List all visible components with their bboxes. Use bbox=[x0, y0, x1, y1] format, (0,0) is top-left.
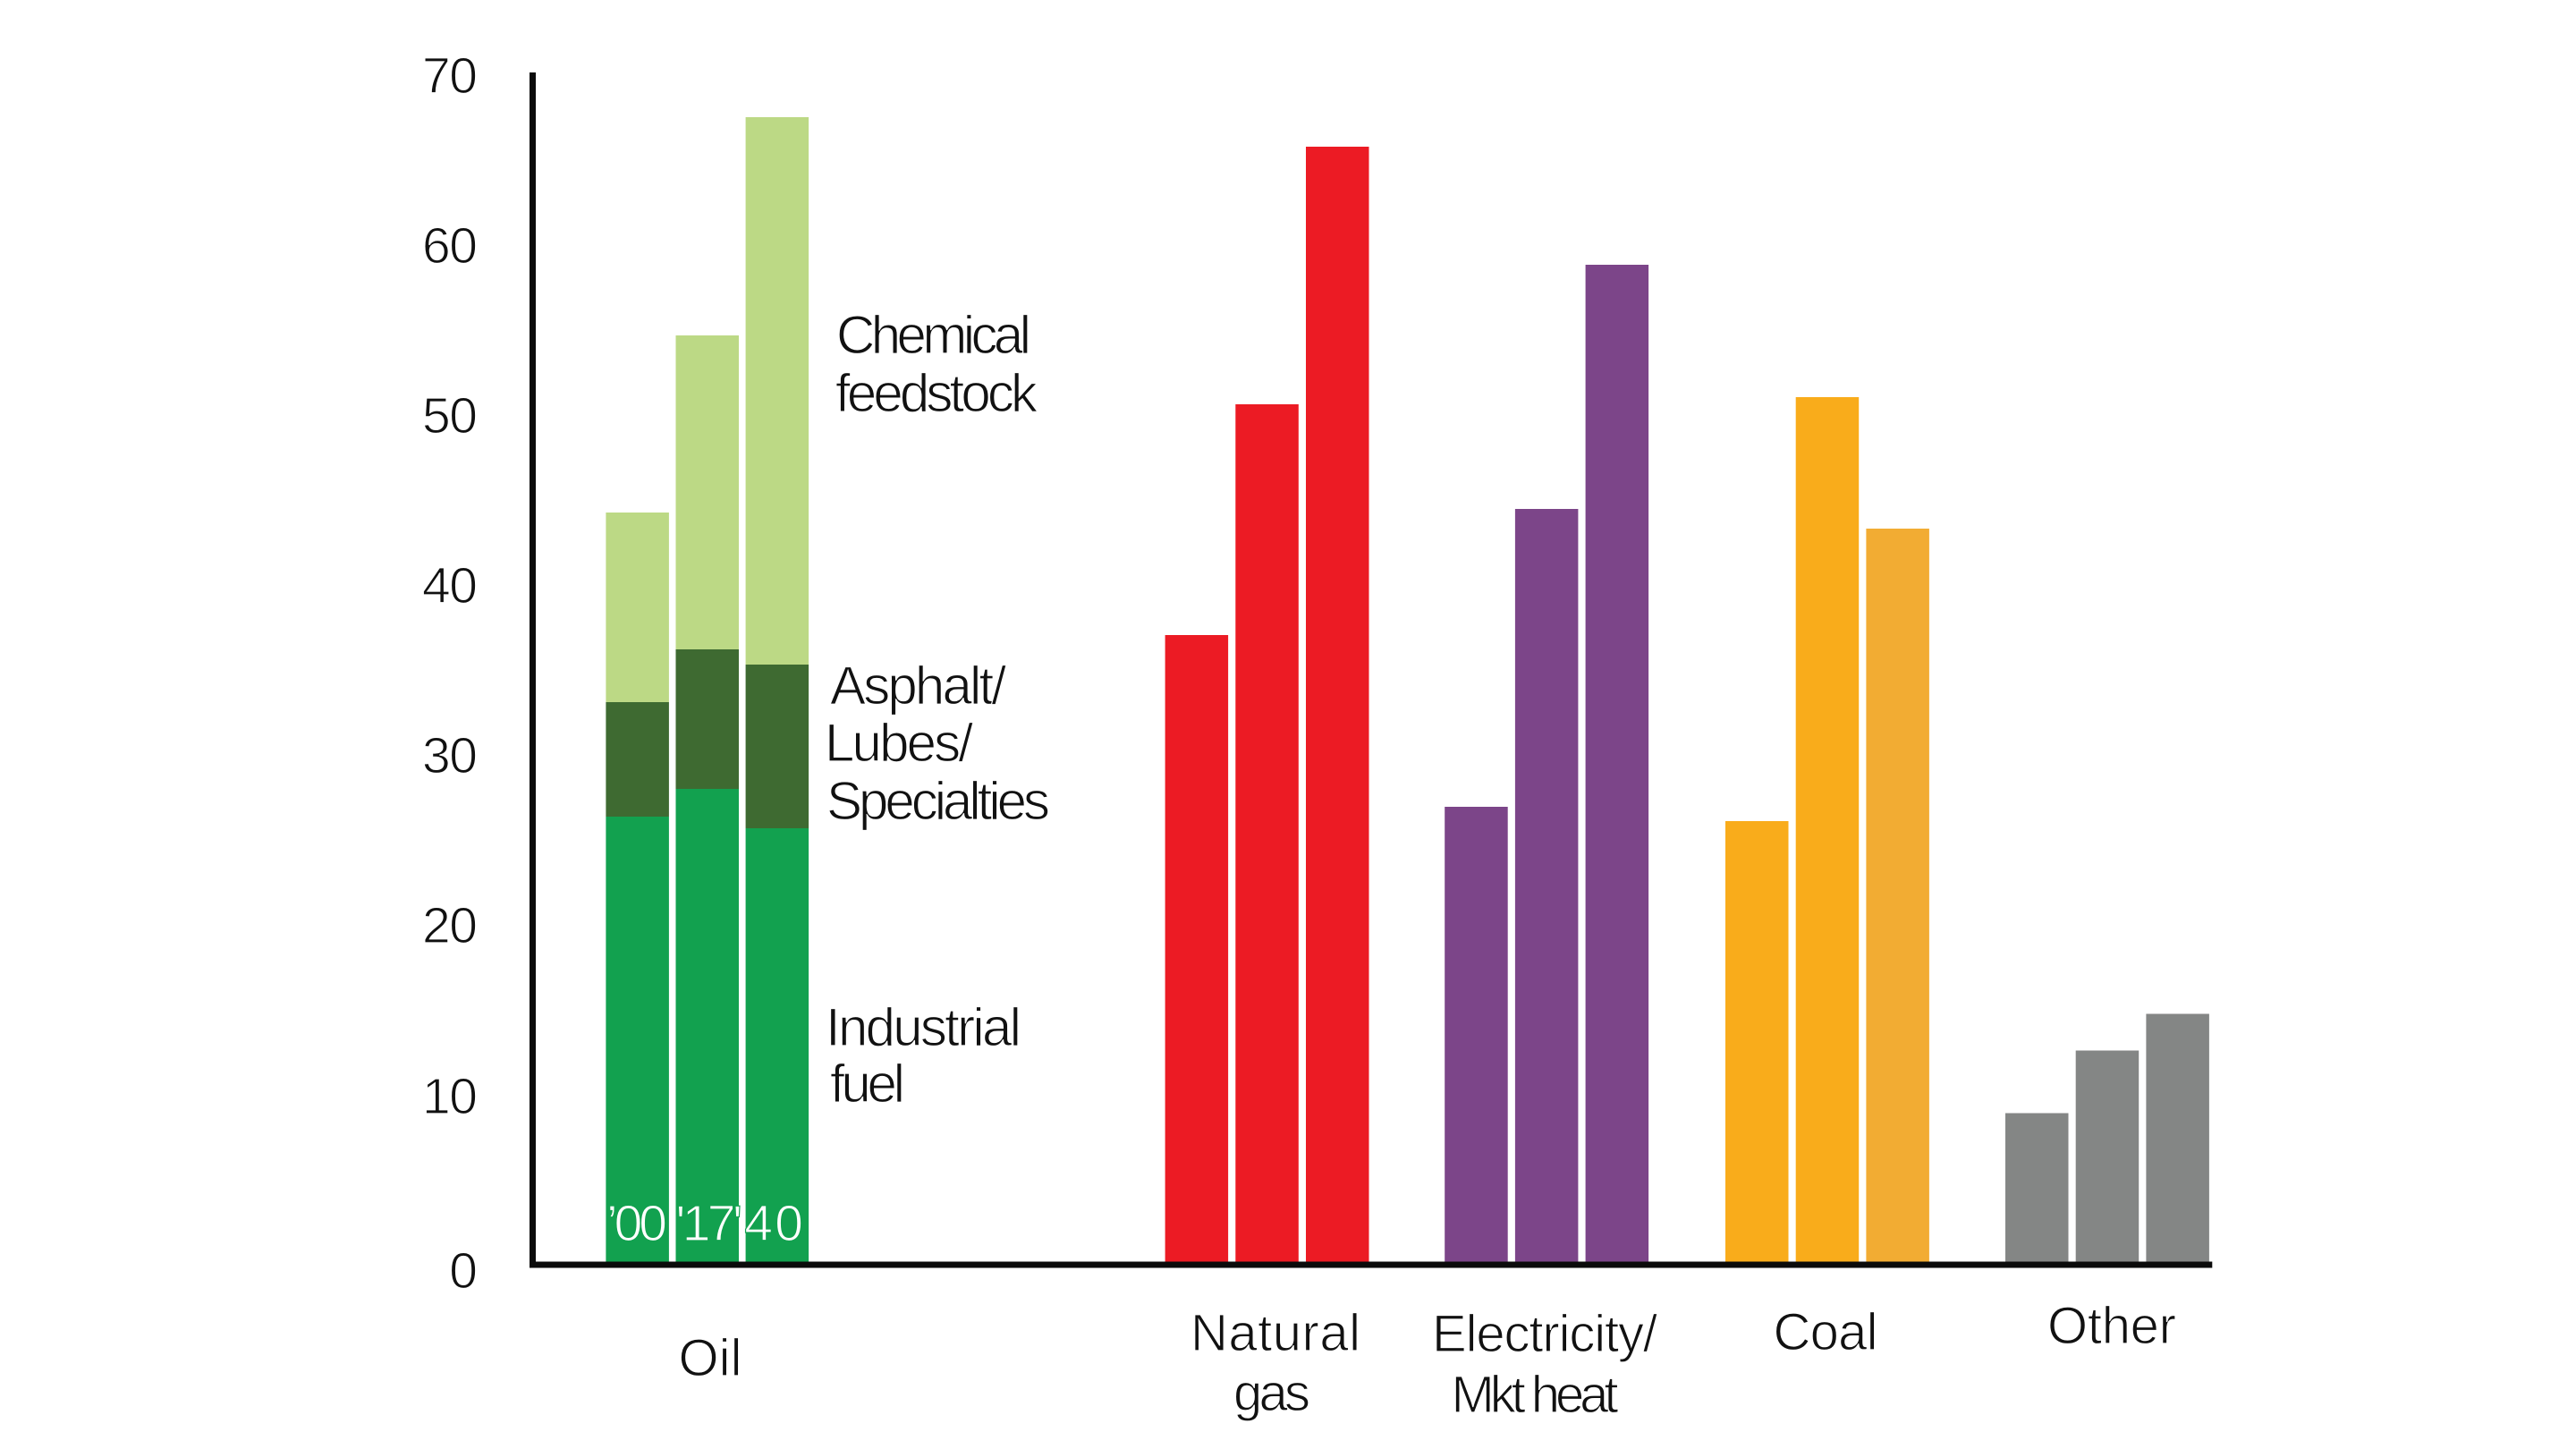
svg-text:Other: Other bbox=[2047, 1297, 2176, 1355]
svg-text:Asphalt/: Asphalt/ bbox=[830, 656, 1006, 716]
svg-text:60: 60 bbox=[422, 217, 478, 275]
svg-text:10: 10 bbox=[422, 1068, 478, 1125]
svg-text:gas: gas bbox=[1233, 1364, 1310, 1422]
svg-text:20: 20 bbox=[422, 897, 478, 954]
svg-text:Oil: Oil bbox=[679, 1329, 742, 1387]
svg-text:Industrial: Industrial bbox=[826, 997, 1021, 1057]
svg-text:Mkt heat: Mkt heat bbox=[1452, 1366, 1619, 1424]
svg-text:Chemical: Chemical bbox=[836, 305, 1031, 365]
svg-text:feedstock: feedstock bbox=[835, 363, 1038, 423]
svg-text:’00: ’00 bbox=[606, 1195, 667, 1252]
svg-text:30: 30 bbox=[422, 727, 478, 784]
svg-text:'40: '40 bbox=[733, 1195, 803, 1252]
svg-text:40: 40 bbox=[422, 557, 478, 614]
svg-text:Natural: Natural bbox=[1191, 1304, 1360, 1362]
svg-text:Lubes/: Lubes/ bbox=[825, 713, 973, 773]
svg-text:Specialties: Specialties bbox=[826, 771, 1050, 831]
svg-text:0: 0 bbox=[449, 1242, 478, 1300]
svg-text:Coal: Coal bbox=[1774, 1303, 1878, 1361]
svg-text:Electricity/: Electricity/ bbox=[1432, 1305, 1658, 1363]
svg-text:50: 50 bbox=[422, 387, 478, 445]
svg-text:70: 70 bbox=[422, 47, 478, 105]
svg-text:fuel: fuel bbox=[830, 1054, 905, 1114]
svg-text:'17: '17 bbox=[676, 1195, 736, 1252]
